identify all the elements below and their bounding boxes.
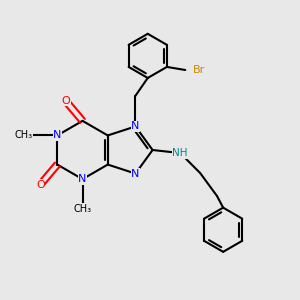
Text: O: O	[61, 96, 70, 106]
Text: NH: NH	[172, 148, 188, 158]
Text: Br: Br	[193, 65, 205, 75]
Text: O: O	[36, 179, 45, 190]
Text: CH₃: CH₃	[15, 130, 33, 140]
Text: N: N	[53, 130, 61, 140]
Text: N: N	[131, 169, 140, 178]
Text: N: N	[131, 122, 140, 131]
Text: N: N	[78, 174, 87, 184]
Text: CH₃: CH₃	[74, 204, 92, 214]
